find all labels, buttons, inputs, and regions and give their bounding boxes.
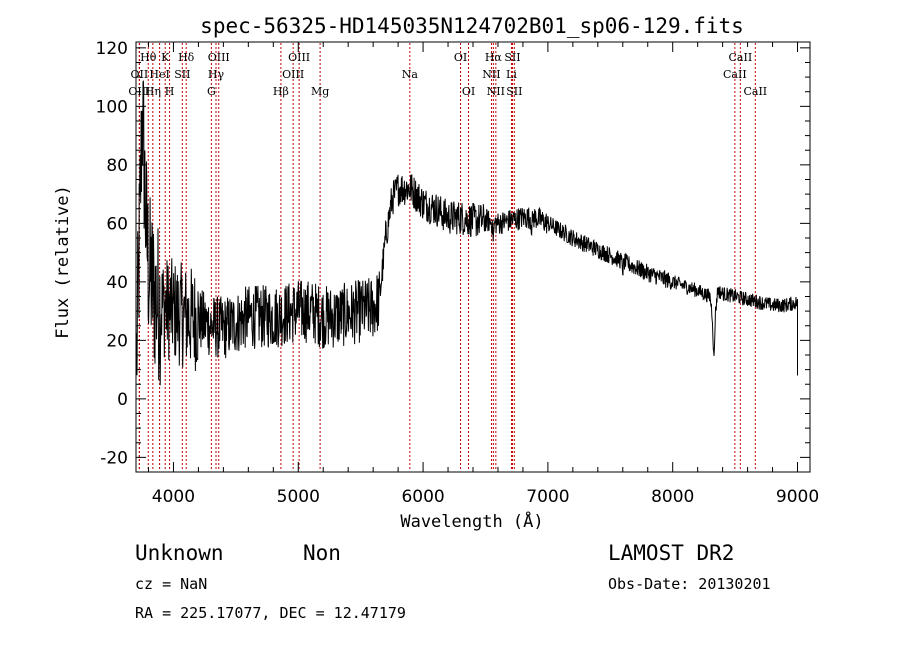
line-markers: [138, 43, 756, 471]
spectrum-line: [136, 80, 798, 386]
marker-label: OIII: [208, 51, 230, 64]
marker-label: SII: [174, 68, 190, 81]
y-tick-label: 40: [106, 273, 128, 293]
y-axis-ticks: -20 0 20 40 60 80 100 120: [96, 39, 810, 468]
x-axis-ticks: 4000 5000 6000 7000 8000 9000: [147, 42, 819, 507]
marker-label: Hβ: [273, 85, 289, 98]
marker-label: Hα: [485, 51, 503, 64]
marker-label: OI: [462, 85, 475, 98]
marker-label: CaII: [743, 85, 767, 98]
x-tick-label: 8000: [651, 487, 694, 507]
y-tick-label: 0: [117, 390, 128, 410]
marker-label: Hη: [145, 85, 161, 98]
y-tick-label: 100: [96, 97, 128, 117]
survey-name: LAMOST DR2: [608, 541, 734, 565]
object-subclass: Non: [303, 541, 341, 565]
plot-frame: [135, 41, 811, 473]
marker-label: Na: [402, 68, 419, 81]
marker-label: Hδ: [178, 51, 195, 64]
marker-label: Li: [506, 68, 517, 81]
marker-label: OIII: [288, 51, 310, 64]
marker-label: K: [161, 51, 170, 64]
y-tick-label: 20: [106, 331, 128, 351]
marker-label: H: [165, 85, 175, 98]
x-tick-label: 5000: [277, 487, 320, 507]
y-axis-label: Flux (relative): [53, 185, 73, 339]
y-tick-label: 60: [106, 214, 128, 234]
marker-label: NII: [482, 68, 500, 81]
object-class: Unknown: [135, 541, 224, 565]
marker-label: CaII: [723, 68, 747, 81]
marker-label: OIII: [282, 68, 304, 81]
marker-label: Hθ: [140, 51, 157, 64]
marker-label: Mg: [311, 85, 329, 98]
x-axis-label: Wavelength (Å): [400, 510, 543, 532]
x-tick-label: 4000: [152, 487, 195, 507]
x-tick-label: 9000: [776, 487, 819, 507]
chart-title: spec-56325-HD145035N124702B01_sp06-129.f…: [200, 14, 744, 38]
marker-label: HeI: [149, 68, 169, 81]
x-tick-label: 6000: [401, 487, 444, 507]
observation-date: Obs-Date: 20130201: [608, 575, 771, 593]
marker-label: OI: [454, 51, 467, 64]
x-tick-label: 7000: [526, 487, 569, 507]
coordinates-text: RA = 225.17077, DEC = 12.47179: [135, 604, 406, 622]
y-tick-label: -20: [100, 448, 128, 468]
marker-label: CaII: [729, 51, 753, 64]
redshift-text: cz = NaN: [135, 575, 207, 593]
y-tick-label: 80: [106, 156, 128, 176]
marker-label: SII: [506, 85, 522, 98]
marker-label: OII: [131, 68, 149, 81]
marker-label: Hγ: [208, 68, 225, 81]
marker-label: NII: [487, 85, 505, 98]
marker-label: SII: [504, 51, 520, 64]
y-tick-label: 120: [96, 39, 128, 59]
marker-label: G: [207, 85, 216, 98]
